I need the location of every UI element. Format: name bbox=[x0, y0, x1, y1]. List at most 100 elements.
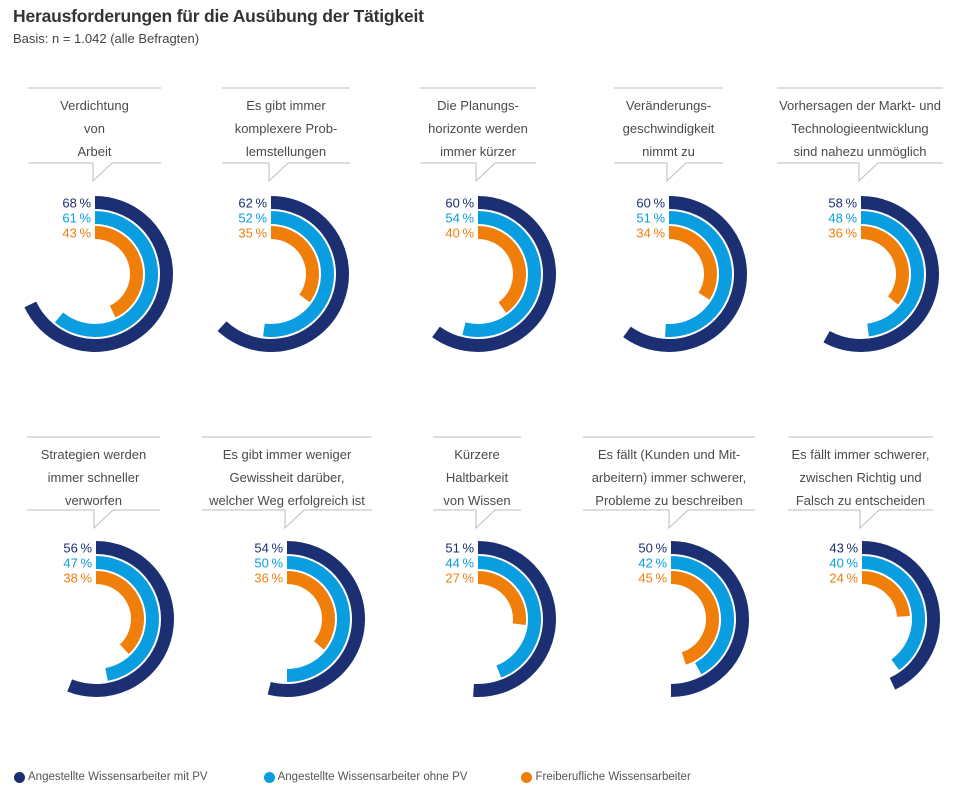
arc-mit-pv bbox=[217, 196, 349, 352]
category-label-line: lemstellungen bbox=[246, 144, 326, 159]
value-label: 44 % bbox=[445, 556, 474, 571]
category-label-line: horizonte werden bbox=[428, 121, 528, 136]
category-label-line: Es fällt immer schwerer, bbox=[792, 447, 930, 462]
value-label: 68 % bbox=[62, 196, 91, 211]
arc-ohne-pv bbox=[860, 211, 924, 337]
arc-ohne-pv bbox=[286, 556, 350, 682]
category-label-line: Es gibt immer bbox=[246, 98, 326, 113]
arc-ohne-pv bbox=[477, 556, 541, 678]
category-label-line: Die Planungs- bbox=[437, 98, 519, 113]
arc-ohne-pv bbox=[670, 556, 734, 675]
category-label-line: Es fällt (Kunden und Mit- bbox=[598, 447, 740, 462]
category-label-line: von Wissen bbox=[443, 493, 510, 508]
value-label: 58 % bbox=[828, 196, 857, 211]
callout-pointer bbox=[27, 509, 160, 530]
category-label-line: Vorhersagen der Markt- und bbox=[779, 98, 941, 113]
arc-freiberuflich bbox=[95, 571, 144, 654]
value-label: 50 % bbox=[638, 541, 667, 556]
arc-freiberuflich bbox=[668, 226, 717, 300]
value-label: 24 % bbox=[829, 571, 858, 586]
value-label: 51 % bbox=[445, 541, 474, 556]
category-label-line: Verdichtung bbox=[60, 98, 129, 113]
callout-pointer bbox=[433, 509, 521, 530]
category-label-line: nimmt zu bbox=[642, 144, 695, 159]
arc-mit-pv bbox=[267, 541, 365, 697]
chart-subtitle: Basis: n = 1.042 (alle Befragten) bbox=[13, 31, 200, 46]
value-label: 50 % bbox=[254, 556, 283, 571]
value-label: 60 % bbox=[445, 196, 474, 211]
arc-mit-pv bbox=[24, 196, 173, 352]
value-label: 56 % bbox=[63, 541, 92, 556]
arc-freiberuflich bbox=[286, 571, 335, 650]
arc-mit-pv bbox=[67, 541, 174, 697]
arc-freiberuflich bbox=[270, 226, 319, 303]
value-label: 34 % bbox=[636, 226, 665, 241]
legend-item-mit-pv: Angestellte Wissensarbeiter mit PV bbox=[14, 771, 208, 783]
value-label: 61 % bbox=[62, 211, 91, 226]
legend-item-freiberuflich: Freiberufliche Wissensarbeiter bbox=[521, 771, 691, 783]
value-label: 48 % bbox=[828, 211, 857, 226]
callout-pointer bbox=[420, 162, 536, 183]
arc-ohne-pv bbox=[665, 211, 732, 337]
arc-mit-pv bbox=[623, 196, 747, 352]
legend-dot-icon bbox=[14, 771, 25, 783]
value-label: 51 % bbox=[636, 211, 665, 226]
category-label-line: zwischen Richtig und bbox=[799, 470, 921, 485]
legend: Angestellte Wissensarbeiter mit PV Anges… bbox=[14, 771, 691, 783]
value-label: 60 % bbox=[636, 196, 665, 211]
category-label-line: sind nahezu unmöglich bbox=[794, 144, 927, 159]
arc-ohne-pv bbox=[95, 556, 159, 681]
value-label: 42 % bbox=[638, 556, 667, 571]
value-label: 43 % bbox=[62, 226, 91, 241]
value-label: 45 % bbox=[638, 571, 667, 586]
legend-label: Angestellte Wissensarbeiter ohne PV bbox=[277, 771, 468, 783]
callout-pointer bbox=[583, 509, 755, 530]
category-label-line: komplexere Prob- bbox=[235, 121, 338, 136]
category-label-line: von bbox=[84, 121, 105, 136]
value-label: 36 % bbox=[254, 571, 283, 586]
category-label-line: Technologieentwicklung bbox=[791, 121, 928, 136]
arc-mit-pv bbox=[861, 541, 940, 690]
category-label-line: Es gibt immer weniger bbox=[223, 447, 352, 462]
arc-mit-pv bbox=[670, 541, 749, 697]
category-label-line: Kürzere bbox=[454, 447, 500, 462]
category-label-line: immer kürzer bbox=[440, 144, 517, 159]
category-label-line: Gewissheit darüber, bbox=[230, 470, 345, 485]
arc-mit-pv bbox=[473, 541, 556, 697]
value-label: 40 % bbox=[829, 556, 858, 571]
callout-pointer bbox=[222, 162, 350, 183]
arc-freiberuflich bbox=[477, 226, 526, 313]
value-label: 40 % bbox=[445, 226, 474, 241]
arc-freiberuflich bbox=[477, 571, 526, 626]
category-label-line: Arbeit bbox=[78, 144, 112, 159]
legend-dot-icon bbox=[263, 771, 275, 783]
category-label-line: verworfen bbox=[65, 493, 122, 508]
value-label: 35 % bbox=[238, 226, 267, 241]
category-label-line: Strategien werden bbox=[41, 447, 147, 462]
category-label-line: Veränderungs- bbox=[626, 98, 711, 113]
chart-title: Herausforderungen für die Ausübung der T… bbox=[13, 6, 424, 26]
value-label: 62 % bbox=[238, 196, 267, 211]
legend-label: Freiberufliche Wissensarbeiter bbox=[535, 771, 691, 783]
arc-mit-pv bbox=[823, 196, 939, 352]
legend-label: Angestellte Wissensarbeiter mit PV bbox=[28, 771, 208, 783]
category-label-line: arbeitern) immer schwerer, bbox=[592, 470, 747, 485]
arc-mit-pv bbox=[432, 196, 556, 352]
callout-pointer bbox=[202, 509, 372, 530]
arc-ohne-pv bbox=[54, 211, 158, 337]
arc-freiberuflich bbox=[860, 226, 909, 305]
callout-pointer bbox=[28, 162, 161, 183]
legend-item-ohne-pv: Angestellte Wissensarbeiter ohne PV bbox=[263, 771, 468, 783]
arc-ohne-pv bbox=[263, 211, 334, 337]
arc-ohne-pv bbox=[861, 556, 925, 670]
value-label: 43 % bbox=[829, 541, 858, 556]
category-label-line: welcher Weg erfolgreich ist bbox=[208, 493, 365, 508]
category-label-line: Probleme zu beschreiben bbox=[595, 493, 742, 508]
value-label: 36 % bbox=[828, 226, 857, 241]
value-label: 54 % bbox=[254, 541, 283, 556]
arc-freiberuflich bbox=[94, 226, 143, 318]
category-label-line: geschwindigkeit bbox=[623, 121, 715, 136]
callout-pointer bbox=[788, 509, 933, 530]
value-label: 27 % bbox=[445, 571, 474, 586]
